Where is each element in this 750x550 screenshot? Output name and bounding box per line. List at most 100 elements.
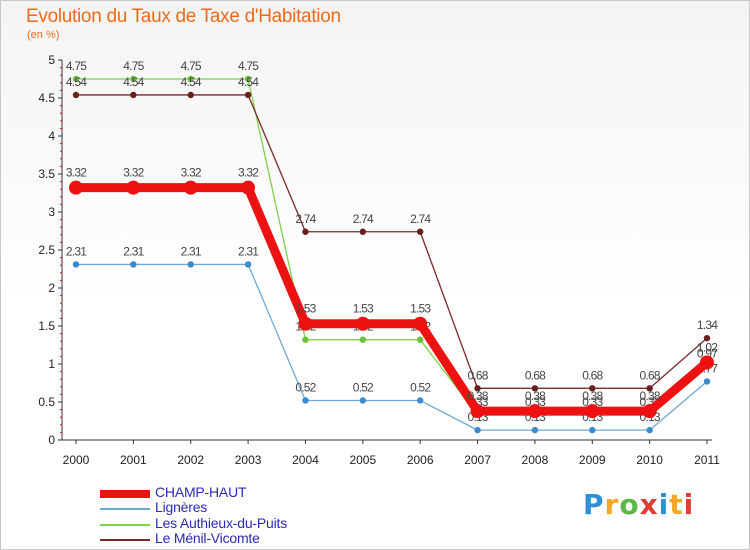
data-label-le-menil-vicomte: 1.34 [697,318,718,332]
data-label-ligneres: 0.52 [295,380,316,394]
x-tick-label: 2004 [292,453,319,467]
point-le-menil-vicomte [359,228,367,235]
data-label-le-menil-vicomte: 0.68 [582,368,603,382]
data-label-le-menil-vicomte: 4.54 [123,75,144,89]
data-label-le-menil-vicomte: 0.68 [467,368,488,382]
data-label-champ-haut: 0.38 [467,389,488,403]
point-champ-haut [527,404,542,419]
data-label-les-authieux-du-puits: 0.97 [697,346,718,360]
data-label-ligneres: 2.31 [181,244,202,258]
point-les-authieux-du-puits [302,336,309,343]
point-ligneres [416,397,424,404]
x-tick-label: 2010 [636,453,663,467]
data-label-les-authieux-du-puits: 4.75 [238,59,259,73]
data-label-champ-haut: 3.32 [238,166,259,180]
point-les-authieux-du-puits [416,336,424,343]
data-label-champ-haut: 0.38 [525,389,546,403]
point-le-menil-vicomte [589,385,596,392]
legend-swatch-ligneres [100,508,150,510]
point-le-menil-vicomte [531,385,539,392]
series-line-champ-haut [71,183,712,416]
y-tick-label: 4.5 [38,91,55,105]
data-label-le-menil-vicomte: 0.68 [640,368,661,382]
data-label-ligneres: 2.31 [123,244,144,258]
x-tick-label: 2011 [694,453,720,467]
data-label-le-menil-vicomte: 2.74 [295,212,316,226]
data-label-les-authieux-du-puits: 0.33 [582,395,603,409]
point-les-authieux-du-puits [244,75,252,83]
point-les-authieux-du-puits [130,75,137,83]
x-tick-label: 2006 [407,453,434,467]
legend-label-le-menil-vicomte: Le Ménil-Vicomte [155,530,260,546]
point-champ-haut [413,316,428,331]
point-champ-haut [241,180,256,195]
legend-label-champ-haut: CHAMP-HAUT [155,484,247,500]
point-ligneres [703,378,711,385]
data-label-le-menil-vicomte: 4.54 [238,75,259,89]
x-tick-label: 2002 [177,453,204,467]
data-label-ligneres: 0.52 [353,380,374,394]
point-champ-haut [470,404,485,419]
y-tick-label: 0.5 [38,395,55,409]
y-tick-label: 5 [48,53,55,67]
x-tick-label: 2003 [235,453,262,467]
x-tick-label: 2000 [63,453,90,467]
point-les-authieux-du-puits [359,336,367,343]
point-champ-haut [700,355,714,370]
data-label-champ-haut: 1.53 [295,302,316,316]
data-label-ligneres: 2.31 [238,244,259,258]
point-le-menil-vicomte [187,91,194,99]
x-tick-label: 2005 [349,453,376,467]
chart-title: Evolution du Taux de Taxe d'Habitation [26,6,341,27]
series-line-le-menil-vicomte [75,94,708,389]
data-label-le-menil-vicomte: 2.74 [410,212,431,226]
point-champ-haut [355,316,370,331]
legend-label-les-authieux-du-puits: Les Authieux-du-Puits [155,515,287,531]
y-tick-label: 0 [48,433,55,447]
proxiti-logo: Proxiti [583,488,695,521]
y-tick-label: 3 [48,205,55,219]
data-label-champ-haut: 1.53 [353,302,374,316]
point-ligneres [589,426,596,434]
point-le-menil-vicomte [244,91,252,99]
point-champ-haut [69,180,83,195]
legend-swatch-le-menil-vicomte [100,539,150,541]
data-label-champ-haut: 1.53 [410,302,431,316]
point-ligneres [302,397,309,404]
point-le-menil-vicomte [646,385,653,392]
y-tick-label: 3.5 [38,167,55,181]
data-label-champ-haut: 3.32 [181,166,202,180]
point-ligneres [187,261,194,268]
data-label-champ-haut: 0.38 [582,389,603,403]
legend-swatch-champ-haut [100,490,150,498]
point-ligneres [72,261,80,268]
x-tick-label: 2008 [522,453,549,467]
data-label-champ-haut: 1.02 [697,340,718,354]
data-label-les-authieux-du-puits: 4.75 [123,59,144,73]
x-tick-label: 2007 [464,453,491,467]
legend-label-ligneres: Lignères [155,499,208,515]
point-le-menil-vicomte [703,334,711,342]
point-le-menil-vicomte [130,91,137,99]
point-ligneres [130,261,137,268]
data-label-les-authieux-du-puits: 4.75 [66,59,87,73]
y-tick-label: 2 [48,281,55,295]
data-label-le-menil-vicomte: 2.74 [353,212,374,226]
data-label-champ-haut: 3.32 [123,166,144,180]
data-label-ligneres: 2.31 [66,244,87,258]
y-tick-label: 4 [48,129,55,143]
x-tick-label: 2001 [120,453,147,467]
x-tick-label: 2009 [579,453,606,467]
data-label-les-authieux-du-puits: 4.75 [181,59,202,73]
series-line-les-authieux-du-puits [75,78,708,416]
point-le-menil-vicomte [416,228,424,235]
point-champ-haut [126,180,141,195]
point-les-authieux-du-puits [72,75,80,83]
point-ligneres [359,397,367,404]
y-tick-label: 2.5 [38,243,55,257]
y-tick-label: 1.5 [38,319,55,333]
point-ligneres [244,261,252,268]
point-champ-haut [298,316,313,331]
data-label-champ-haut: 3.32 [66,166,87,180]
data-label-le-menil-vicomte: 0.68 [525,368,546,382]
